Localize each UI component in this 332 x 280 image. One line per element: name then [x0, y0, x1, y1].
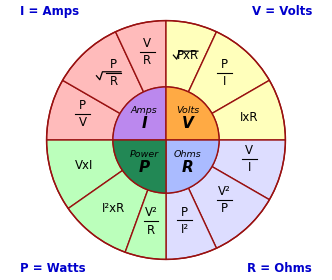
Text: I: I [222, 75, 226, 88]
Text: VxI: VxI [75, 159, 93, 172]
Text: PxR: PxR [177, 49, 199, 62]
Text: Amps: Amps [131, 106, 158, 115]
Wedge shape [212, 80, 286, 140]
Wedge shape [166, 87, 219, 140]
Wedge shape [46, 140, 123, 209]
Text: P: P [110, 58, 117, 71]
Text: I = Amps: I = Amps [20, 5, 79, 18]
Text: I²: I² [181, 223, 189, 236]
Text: P: P [221, 202, 228, 215]
Wedge shape [166, 21, 216, 92]
Text: R = Ohms: R = Ohms [247, 262, 312, 275]
Wedge shape [113, 140, 166, 193]
Text: I: I [248, 161, 251, 174]
Text: Volts: Volts [176, 106, 200, 115]
Text: Ohms: Ohms [174, 150, 202, 159]
Wedge shape [189, 32, 269, 113]
Wedge shape [212, 140, 286, 200]
Text: V²: V² [218, 185, 231, 198]
Text: IxR: IxR [240, 111, 259, 124]
Text: I²xR: I²xR [102, 202, 125, 215]
Text: V²: V² [145, 206, 157, 220]
Wedge shape [189, 167, 269, 248]
Text: V: V [79, 116, 87, 129]
Text: V: V [182, 116, 194, 131]
Wedge shape [68, 171, 148, 252]
Text: P: P [221, 58, 228, 71]
Text: V = Volts: V = Volts [252, 5, 312, 18]
Wedge shape [63, 32, 143, 113]
Wedge shape [116, 21, 166, 92]
Text: Power: Power [130, 150, 159, 159]
Text: V: V [143, 37, 151, 50]
Wedge shape [46, 80, 120, 140]
Text: R: R [110, 75, 118, 88]
Text: P: P [79, 99, 86, 112]
Wedge shape [166, 140, 219, 193]
Text: R: R [182, 160, 194, 174]
Wedge shape [113, 87, 166, 140]
Wedge shape [166, 188, 216, 259]
Text: I: I [141, 116, 147, 131]
Text: V: V [245, 144, 253, 157]
Text: P = Watts: P = Watts [20, 262, 86, 275]
Text: R: R [147, 223, 155, 237]
Text: R: R [143, 54, 151, 67]
Text: P: P [181, 206, 188, 219]
Wedge shape [125, 190, 166, 259]
Text: P: P [139, 160, 150, 174]
